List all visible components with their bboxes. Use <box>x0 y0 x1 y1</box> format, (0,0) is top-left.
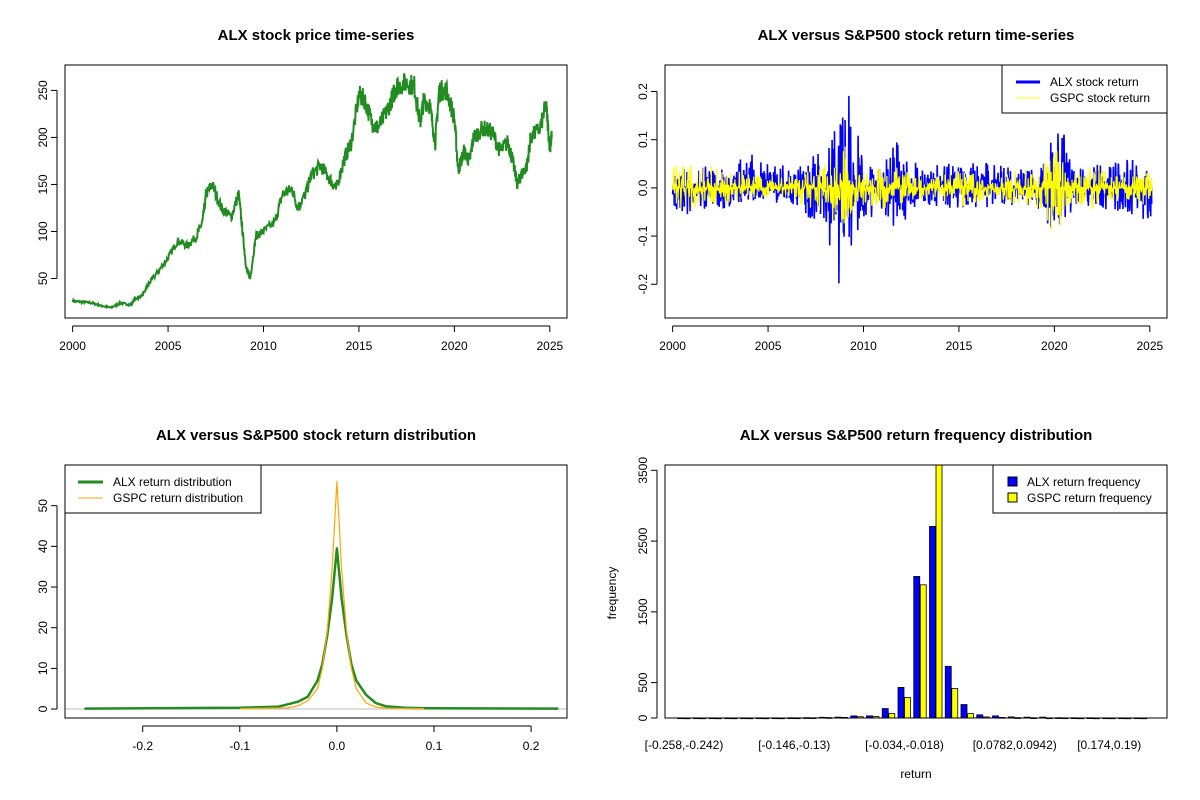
chart-title-returns: ALX versus S&P500 stock return time-seri… <box>758 27 1075 44</box>
x-tick-label: 2025 <box>1136 339 1163 353</box>
gspc-frequency-bar <box>919 584 927 719</box>
plot-frame <box>664 464 1168 719</box>
legend-swatch-alx <box>1007 476 1018 487</box>
alx-frequency-bar <box>960 704 968 719</box>
y-tick-label: 0.2 <box>636 83 650 100</box>
y-tick-label: 50 <box>36 499 50 513</box>
y-tick-label: 0 <box>636 714 650 721</box>
y-tick-label: 40 <box>36 539 50 553</box>
x-tick-label: [-0.146,-0.13) <box>758 738 830 752</box>
y-tick-label: 250 <box>36 80 50 100</box>
x-tick-label: 2020 <box>441 339 468 353</box>
x-tick-label: 2020 <box>1041 339 1068 353</box>
legend-box <box>64 464 262 514</box>
x-tick-label: 2010 <box>250 339 277 353</box>
x-tick-label: 0.2 <box>523 739 540 753</box>
x-tick-label: [-0.258,-0.242) <box>645 738 724 752</box>
x-tick-label: [-0.034,-0.018) <box>865 738 944 752</box>
y-axis-label: frequency <box>605 567 619 620</box>
y-tick-label: 200 <box>36 127 50 147</box>
x-tick-label: [0.174,0.19) <box>1077 738 1141 752</box>
x-tick-label: [0.0782,0.0942) <box>973 738 1057 752</box>
legend-returns: ALX stock return GSPC stock return <box>1001 64 1168 114</box>
legend-frequency: ALX return frequency GSPC return frequen… <box>992 464 1168 514</box>
legend-label-gspc: GSPC stock return <box>1050 91 1150 105</box>
y-tick-label: 500 <box>636 672 650 692</box>
x-tick-label: -0.2 <box>132 739 153 753</box>
gspc-frequency-bar <box>967 713 974 719</box>
gspc-frequency-bar <box>904 697 911 719</box>
legend-label-alx: ALX stock return <box>1050 75 1139 89</box>
y-tick-label: 50 <box>36 272 50 286</box>
x-tick-label: 2005 <box>155 339 182 353</box>
alx-frequency-bar <box>897 687 905 719</box>
x-tick-label: 2005 <box>755 339 782 353</box>
y-tick-label: 10 <box>36 661 50 675</box>
legend-box <box>1001 64 1168 114</box>
y-tick-label: 1500 <box>636 598 650 625</box>
alx-density-line <box>84 547 559 710</box>
legend-label-alx: ALX return distribution <box>113 475 232 489</box>
y-tick-label: 20 <box>36 621 50 635</box>
panel-distribution: -0.2 -0.1 0.0 0.1 0.2 0 10 20 30 40 50 <box>36 464 568 753</box>
y-tick-label: 0.1 <box>636 131 650 148</box>
y-tick-label: 0 <box>36 705 50 712</box>
gspc-frequency-bar <box>951 688 959 719</box>
gspc-frequency-bar <box>935 464 943 719</box>
y-tick-label: -0.2 <box>636 274 650 295</box>
chart-title-distribution: ALX versus S&P500 stock return distribut… <box>156 427 476 444</box>
plot-frame <box>64 64 568 319</box>
y-tick-label: 150 <box>36 174 50 194</box>
legend-label-alx: ALX return frequency <box>1027 475 1140 489</box>
x-tick-label: 2010 <box>850 339 877 353</box>
y-tick-label: 100 <box>36 221 50 241</box>
panel-price: 2000 2005 2010 2015 2020 2025 50 100 150 200 250 <box>36 64 568 353</box>
x-axis-label: return <box>900 767 931 781</box>
chart-title-frequency: ALX versus S&P500 return frequency distr… <box>740 427 1093 444</box>
legend-label-gspc: GSPC return frequency <box>1027 491 1152 505</box>
alx-frequency-bar <box>944 665 952 719</box>
gspc-density-line <box>239 480 425 710</box>
x-tick-label: 0.1 <box>426 739 443 753</box>
plot-frame <box>664 64 1168 319</box>
y-tick-label: 3500 <box>636 457 650 484</box>
y-tick-label: 2500 <box>636 527 650 554</box>
x-tick-label: 2015 <box>946 339 973 353</box>
legend-distribution: ALX return distribution GSPC return dist… <box>64 464 262 514</box>
gspc-return-line <box>672 146 1153 230</box>
legend-swatch-gspc <box>1007 492 1018 503</box>
x-tick-label: 2000 <box>59 339 86 353</box>
alx-frequency-bar <box>881 708 889 719</box>
y-tick-label: 0.0 <box>636 179 650 196</box>
legend-box <box>992 464 1168 514</box>
x-tick-label: 2025 <box>536 339 563 353</box>
x-tick-label: 0.0 <box>329 739 346 753</box>
legend-label-gspc: GSPC return distribution <box>113 491 243 505</box>
y-tick-label: 30 <box>36 580 50 594</box>
alx-frequency-bar <box>929 526 936 719</box>
price-line <box>71 73 553 310</box>
x-tick-label: -0.1 <box>229 739 250 753</box>
x-tick-label: 2015 <box>346 339 373 353</box>
alx-frequency-bar <box>913 576 921 719</box>
panel-frequency: [-0.258,-0.242) [-0.146,-0.13) [-0.034,-0.… <box>636 457 1168 752</box>
x-tick-label: 2000 <box>659 339 686 353</box>
chart-title-price: ALX stock price time-series <box>218 27 415 44</box>
panel-returns: 2000 2005 2010 2015 2020 2025 -0.2 -0.1 0.0 0.1 0.… <box>636 64 1168 353</box>
plot-frame <box>64 464 568 719</box>
gspc-frequency-bar <box>888 713 896 719</box>
y-tick-label: -0.1 <box>636 225 650 246</box>
